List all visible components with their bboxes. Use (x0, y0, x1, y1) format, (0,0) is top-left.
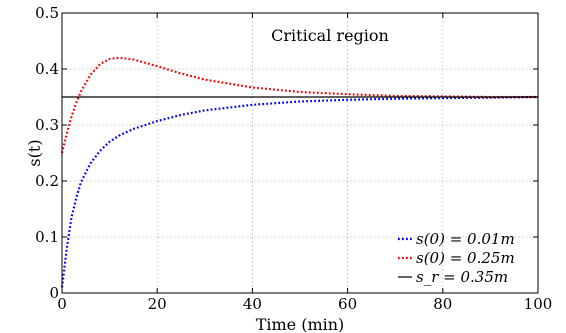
grid (62, 13, 538, 293)
series-layer (60, 56, 539, 288)
plot-frame (61, 12, 539, 294)
x-tick-label: 0 (57, 295, 67, 313)
x-tick-label: 60 (338, 295, 357, 313)
x-tick-label: 20 (148, 295, 167, 313)
legend-label: s(0) = 0.01m (416, 230, 515, 248)
x-tick-label: 80 (433, 295, 452, 313)
series-line-blue (60, 95, 539, 288)
y-axis-label: s(t) (25, 139, 44, 166)
y-tick-label: 0.2 (35, 172, 59, 190)
x-axis-label: Time (min) (256, 315, 345, 333)
y-tick-label: 0.1 (35, 228, 59, 246)
critical-region-annotation: Critical region (271, 26, 389, 45)
series-line-red (60, 56, 538, 154)
x-tick-label: 40 (243, 295, 262, 313)
y-tick-label: 0.5 (35, 4, 59, 22)
y-tick-label: 0.4 (35, 60, 59, 78)
x-tick-label: 100 (524, 295, 553, 313)
ticks: 0 20 40 60 80 100 0 0.1 0.2 0.3 0.4 0.5 (35, 4, 552, 313)
y-tick-label: 0.3 (35, 116, 59, 134)
legend-label: s(0) = 0.25m (416, 249, 515, 267)
legend-label: s_r = 0.35m (416, 268, 508, 286)
y-tick-label: 0 (49, 284, 59, 302)
